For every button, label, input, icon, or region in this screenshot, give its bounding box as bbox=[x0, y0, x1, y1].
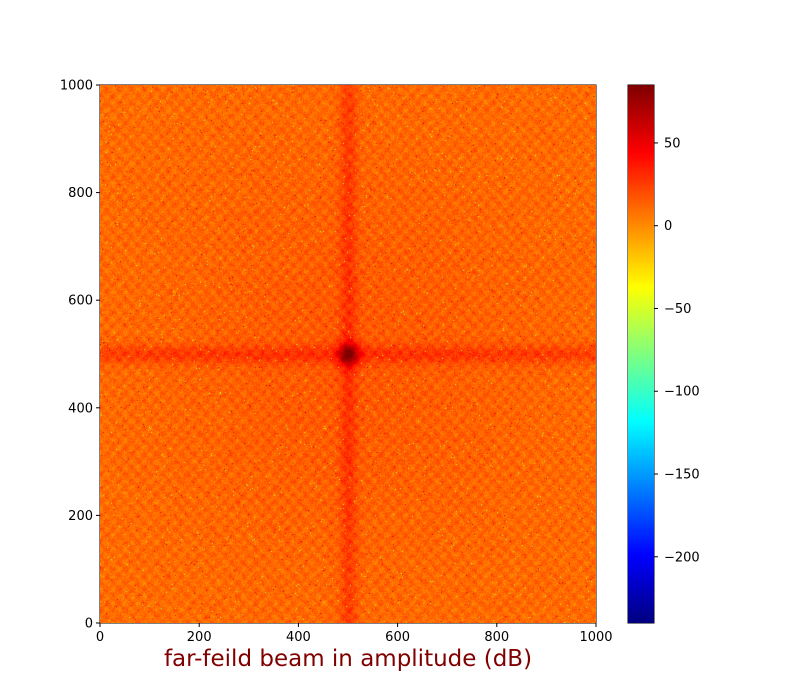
y-tick-label: 0 bbox=[85, 617, 93, 632]
y-axis-ticks: 0 200 400 600 800 1000 bbox=[60, 79, 100, 632]
y-tick-label: 200 bbox=[68, 509, 93, 524]
x-tick-label: 800 bbox=[484, 630, 509, 645]
y-tick-label: 1000 bbox=[60, 79, 93, 94]
y-tick-label: 800 bbox=[68, 186, 93, 201]
heatmap-image bbox=[100, 85, 596, 623]
colorbar-gradient bbox=[628, 85, 654, 623]
x-tick-label: 0 bbox=[96, 630, 104, 645]
x-tick-label: 200 bbox=[187, 630, 212, 645]
colorbar-tick-label: −50 bbox=[664, 302, 691, 317]
chart-title: far-feild beam in amplitude (dB) bbox=[163, 646, 533, 672]
colorbar-tick-label: 50 bbox=[664, 136, 681, 151]
x-tick-label: 400 bbox=[286, 630, 311, 645]
y-tick-label: 400 bbox=[68, 401, 93, 416]
y-tick-label: 600 bbox=[68, 294, 93, 309]
colorbar-tick-label: −150 bbox=[664, 468, 700, 483]
colorbar-ticks: 50 0 −50 −100 −150 −200 bbox=[654, 136, 700, 565]
x-tick-label: 600 bbox=[385, 630, 410, 645]
colorbar-tick-label: 0 bbox=[664, 219, 672, 234]
colorbar-tick-label: −100 bbox=[664, 385, 700, 400]
x-tick-label: 1000 bbox=[579, 630, 612, 645]
colorbar-tick-label: −200 bbox=[664, 550, 700, 565]
x-axis-ticks: 0 200 400 600 800 1000 bbox=[96, 623, 613, 645]
